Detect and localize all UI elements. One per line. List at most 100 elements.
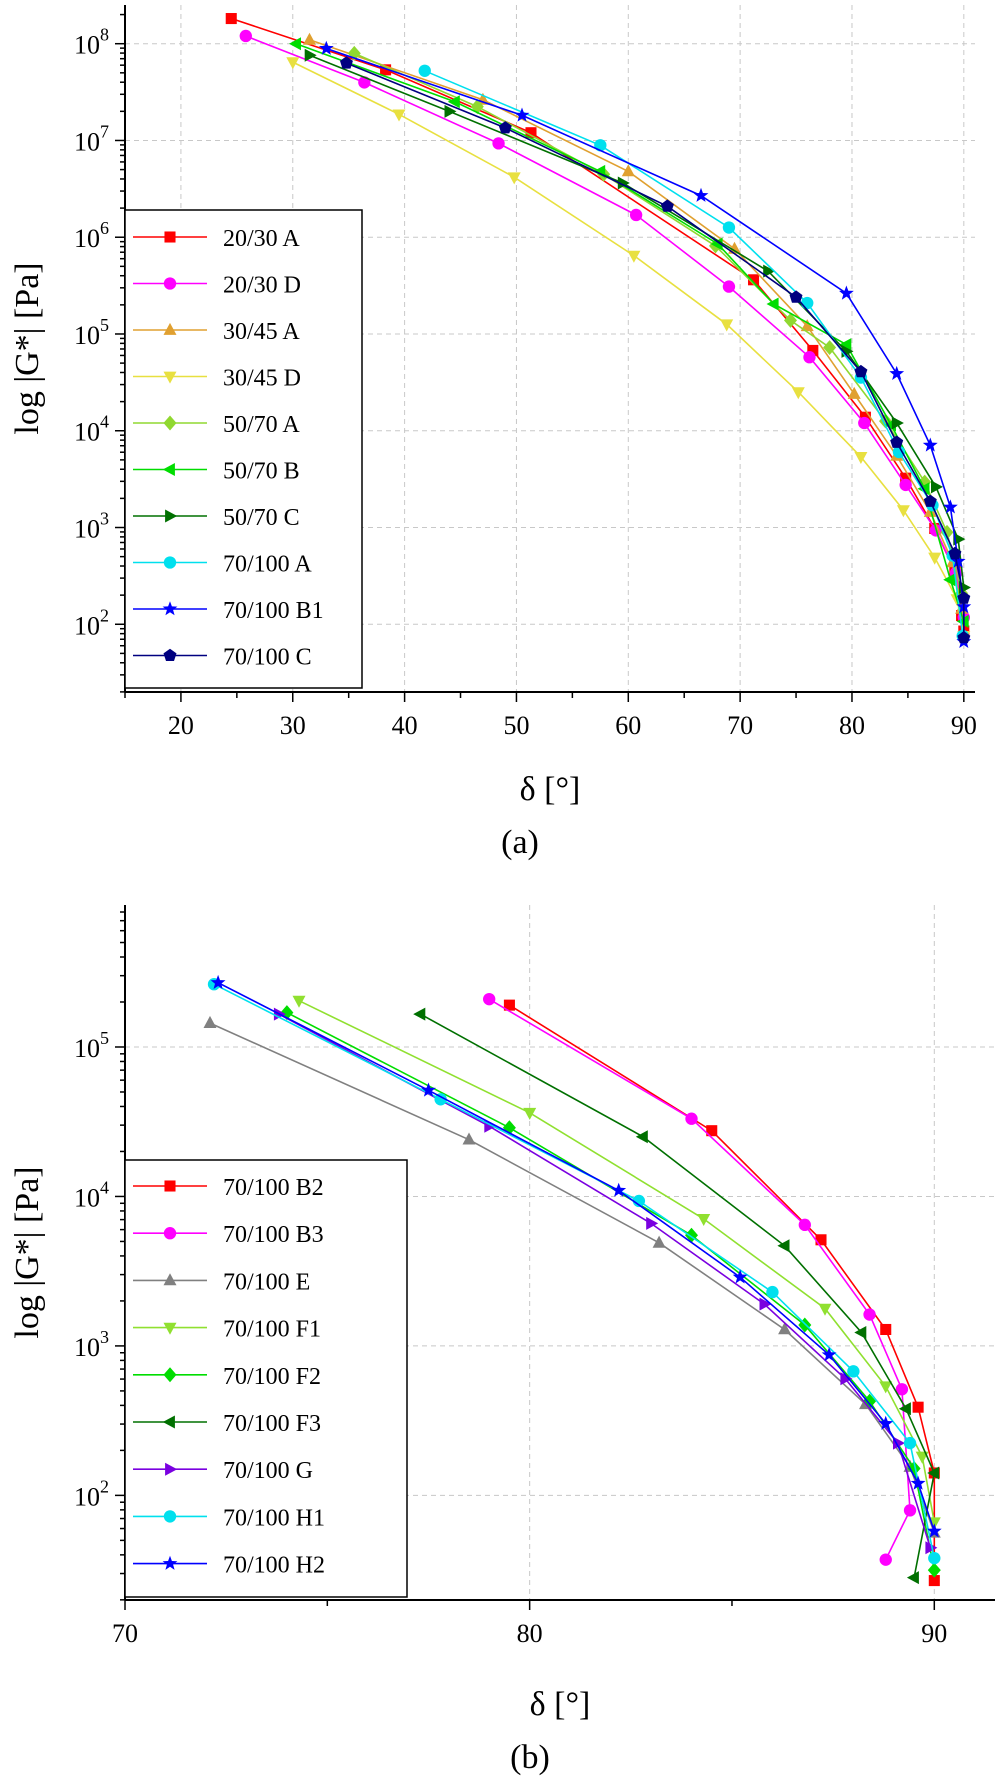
data-point	[956, 614, 969, 628]
series-line	[326, 47, 965, 642]
data-point	[896, 505, 910, 518]
y-tick-label: 102	[74, 1476, 109, 1511]
series-line	[295, 42, 965, 622]
series-70-100-f1	[292, 995, 941, 1530]
data-point	[950, 553, 966, 568]
data-point	[847, 1365, 860, 1378]
data-point	[928, 552, 942, 565]
legend-item: 70/100 F1	[133, 1317, 321, 1343]
legend-item: 70/100 G	[133, 1458, 313, 1484]
y-tick-label: 103	[74, 509, 109, 544]
legend-item: 70/100 B3	[133, 1222, 324, 1248]
data-point	[957, 631, 971, 644]
data-point	[928, 1551, 941, 1565]
y-tick-label: 106	[74, 218, 109, 253]
data-point	[791, 387, 805, 400]
legend-label: 70/100 F3	[223, 1411, 321, 1437]
legend-marker	[162, 601, 178, 616]
y-tick-label: 105	[74, 315, 109, 350]
data-point	[710, 237, 723, 251]
series-70-100-c	[340, 56, 971, 644]
series-50-70-a	[347, 45, 969, 601]
data-point	[789, 290, 803, 303]
x-tick-label: 50	[503, 711, 529, 740]
data-point	[895, 1383, 909, 1396]
legend-marker	[163, 322, 177, 335]
x-tick-label: 90	[951, 711, 977, 740]
data-point	[685, 1112, 698, 1125]
series-line	[488, 998, 911, 1560]
legend-label: 70/100 F1	[223, 1317, 321, 1343]
data-point	[879, 1381, 893, 1394]
data-point	[476, 92, 490, 105]
data-point	[498, 121, 512, 134]
series-line	[217, 981, 936, 1532]
data-point	[621, 164, 635, 177]
data-point	[878, 1415, 894, 1430]
legend-label: 70/100 E	[223, 1269, 310, 1295]
data-point	[611, 1182, 627, 1197]
data-point	[523, 1107, 537, 1120]
data-point	[943, 499, 958, 514]
data-point	[434, 1093, 447, 1106]
data-point	[646, 1216, 659, 1230]
data-point	[492, 137, 505, 150]
y-axis-label: log |G*| [Pa]	[9, 1166, 46, 1338]
data-point	[891, 416, 904, 430]
data-point	[462, 1132, 476, 1145]
data-point	[766, 1285, 779, 1299]
data-point	[225, 13, 237, 25]
data-point	[732, 1269, 748, 1284]
data-point	[203, 1015, 217, 1028]
x-tick-label: 70	[727, 711, 753, 740]
legend-marker	[162, 463, 175, 476]
data-point	[413, 1007, 426, 1021]
legend-item: 50/70 C	[133, 505, 300, 531]
data-point	[823, 340, 837, 355]
series-line	[309, 54, 965, 588]
series-30-45-a	[303, 32, 969, 614]
data-point	[652, 1235, 666, 1248]
legend-item: 50/70 A	[133, 412, 300, 438]
data-point	[798, 1218, 811, 1232]
legend-label: 70/100 H2	[223, 1553, 325, 1579]
legend-marker	[163, 1227, 177, 1240]
x-axis-label: δ [°]	[530, 1686, 591, 1723]
legend-marker	[163, 415, 177, 431]
series-70-100-h1	[207, 978, 941, 1565]
data-point	[421, 1082, 436, 1097]
series-70-100-a	[418, 64, 969, 643]
data-point	[948, 546, 962, 560]
data-point	[418, 64, 431, 77]
x-tick-label: 70	[112, 1619, 138, 1648]
legend-marker	[165, 509, 178, 523]
plot-area	[225, 13, 972, 648]
data-point	[943, 573, 956, 587]
data-point	[722, 280, 736, 293]
legend-item: 20/30 A	[133, 226, 300, 252]
series-line	[353, 52, 963, 594]
data-point	[706, 1125, 718, 1137]
legend-item: 70/100 H1	[133, 1505, 325, 1531]
legend-marker	[163, 1367, 177, 1383]
legend: 20/30 A 20/30 D 30/45 A 30/45 D 50/70 A 50/70…	[124, 209, 363, 689]
x-tick-label: 20	[168, 711, 194, 740]
series-70-100-f3	[413, 1007, 940, 1585]
data-point	[900, 472, 912, 484]
legend-item: 70/100 A	[133, 552, 312, 578]
y-tick-label: 107	[74, 121, 109, 156]
legend-item: 20/30 D	[133, 273, 301, 299]
data-point	[807, 344, 819, 356]
data-point	[893, 1436, 905, 1450]
y-tick-label: 105	[74, 1028, 109, 1063]
series-70-100-b1	[318, 40, 972, 648]
data-point	[907, 1461, 921, 1476]
data-point	[635, 1130, 648, 1144]
series-line	[420, 1013, 936, 1578]
data-point	[660, 199, 674, 212]
data-point	[890, 435, 904, 448]
legend-marker	[163, 277, 177, 290]
legend-item: 70/100 F3	[133, 1411, 321, 1437]
y-tick-label: 104	[74, 412, 109, 447]
legend-label: 70/100 H1	[223, 1505, 325, 1531]
